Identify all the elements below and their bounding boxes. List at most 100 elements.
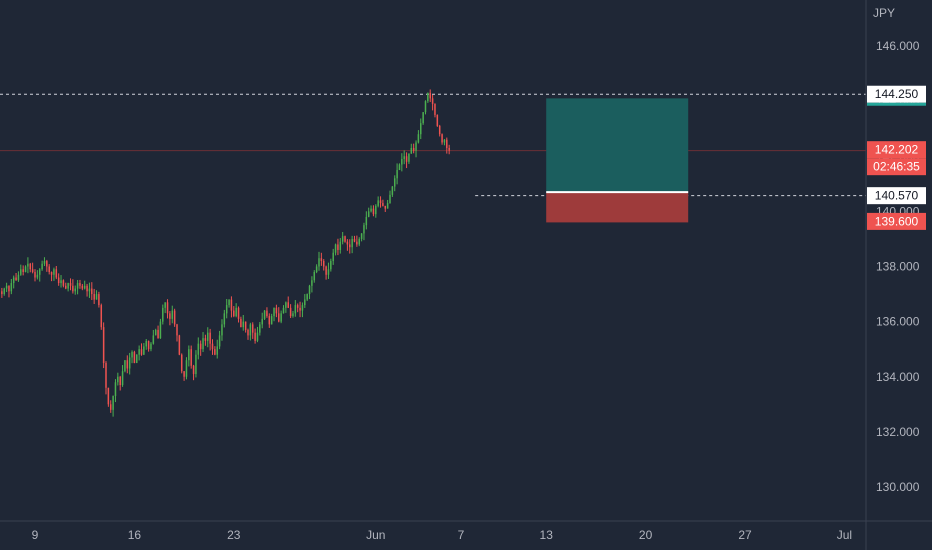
candle-body xyxy=(186,360,188,377)
y-tick-label: 132.000 xyxy=(876,425,920,439)
candle-body xyxy=(446,140,448,148)
last-price-tag-label: 142.202 xyxy=(875,143,919,157)
candle-body xyxy=(363,225,365,233)
candle-body xyxy=(148,341,150,349)
candle-body xyxy=(110,404,112,410)
candle-body xyxy=(6,286,8,289)
candle-body xyxy=(349,244,351,247)
candle-body xyxy=(96,294,98,300)
candle-body xyxy=(344,236,346,242)
candle-body xyxy=(179,335,181,354)
candle-body xyxy=(58,278,60,284)
candle-body xyxy=(235,308,237,316)
candle-body xyxy=(361,233,363,239)
candle-body xyxy=(124,360,126,371)
x-tick-label: 20 xyxy=(639,528,653,542)
candle-body xyxy=(240,319,242,327)
candle-body xyxy=(330,261,332,269)
y-tick-label: 138.000 xyxy=(876,260,920,274)
x-tick-label: 13 xyxy=(540,528,554,542)
candle-body xyxy=(295,305,297,313)
candle-body xyxy=(103,327,105,363)
candle-body xyxy=(228,300,230,306)
currency-label: JPY xyxy=(873,6,895,20)
candle-body xyxy=(321,258,323,261)
candle-body xyxy=(160,322,162,339)
candle-body xyxy=(283,308,285,314)
candle-body xyxy=(276,308,278,314)
candle-body xyxy=(93,294,95,300)
candle-body xyxy=(432,98,434,104)
candle-body xyxy=(434,104,436,115)
candle-body xyxy=(46,261,48,267)
candle-body xyxy=(198,344,200,355)
candle-body xyxy=(304,300,306,306)
candle-body xyxy=(269,316,271,324)
candle-body xyxy=(399,165,401,171)
candle-body xyxy=(82,286,84,289)
candle-body xyxy=(311,280,313,286)
candle-body xyxy=(105,363,107,388)
candle-body xyxy=(238,308,240,319)
candle-body xyxy=(91,289,93,295)
candle-body xyxy=(20,269,22,275)
candle-body xyxy=(394,178,396,186)
candle-body xyxy=(115,382,117,396)
candle-body xyxy=(309,286,311,294)
countdown-tag-label: 02:46:35 xyxy=(873,160,920,174)
stop-zone[interactable] xyxy=(546,192,688,222)
candle-body xyxy=(172,311,174,319)
candle-body xyxy=(427,93,429,101)
candle-body xyxy=(127,360,129,368)
candle-body xyxy=(257,333,259,341)
x-tick-label: 23 xyxy=(227,528,241,542)
candle-body xyxy=(356,242,358,245)
candle-body xyxy=(117,377,119,383)
candle-body xyxy=(387,203,389,209)
candle-body xyxy=(377,200,379,206)
candle-body xyxy=(437,115,439,126)
candle-body xyxy=(224,313,226,324)
x-tick-label: 27 xyxy=(738,528,752,542)
candle-body xyxy=(337,244,339,250)
candle-body xyxy=(138,349,140,355)
candle-body xyxy=(41,264,43,270)
candle-body xyxy=(72,286,74,292)
candle-body xyxy=(141,349,143,355)
candle-body xyxy=(18,275,20,281)
candle-body xyxy=(129,357,131,368)
candle-body xyxy=(30,264,32,270)
candle-body xyxy=(287,302,289,308)
candle-body xyxy=(318,258,320,266)
candle-body xyxy=(13,278,15,284)
candle-body xyxy=(8,286,10,292)
candle-body xyxy=(292,313,294,316)
candle-body xyxy=(190,349,192,366)
stop-price-tag: 139.600 xyxy=(867,213,926,230)
candle-body xyxy=(70,283,72,286)
candle-body xyxy=(254,333,256,341)
candle-body xyxy=(193,366,195,374)
x-tick-label: 9 xyxy=(32,528,39,542)
candle-body xyxy=(401,159,403,165)
candle-body xyxy=(25,267,27,273)
candle-body xyxy=(131,352,133,358)
candle-body xyxy=(27,264,29,267)
candle-body xyxy=(15,278,17,281)
candle-body xyxy=(266,311,268,317)
candle-body xyxy=(205,338,207,341)
candle-body xyxy=(316,267,318,273)
candle-body xyxy=(86,286,88,292)
candle-body xyxy=(328,269,330,275)
target-zone[interactable] xyxy=(546,98,688,192)
candle-body xyxy=(48,267,50,273)
candle-body xyxy=(174,311,176,325)
candle-body xyxy=(441,134,443,142)
countdown-tag: 02:46:35 xyxy=(867,158,926,175)
y-tick-label: 134.000 xyxy=(876,370,920,384)
long-position-tool[interactable] xyxy=(546,98,688,222)
candle-body xyxy=(77,283,79,289)
y-tick-label: 130.000 xyxy=(876,480,920,494)
candle-body xyxy=(63,280,65,286)
